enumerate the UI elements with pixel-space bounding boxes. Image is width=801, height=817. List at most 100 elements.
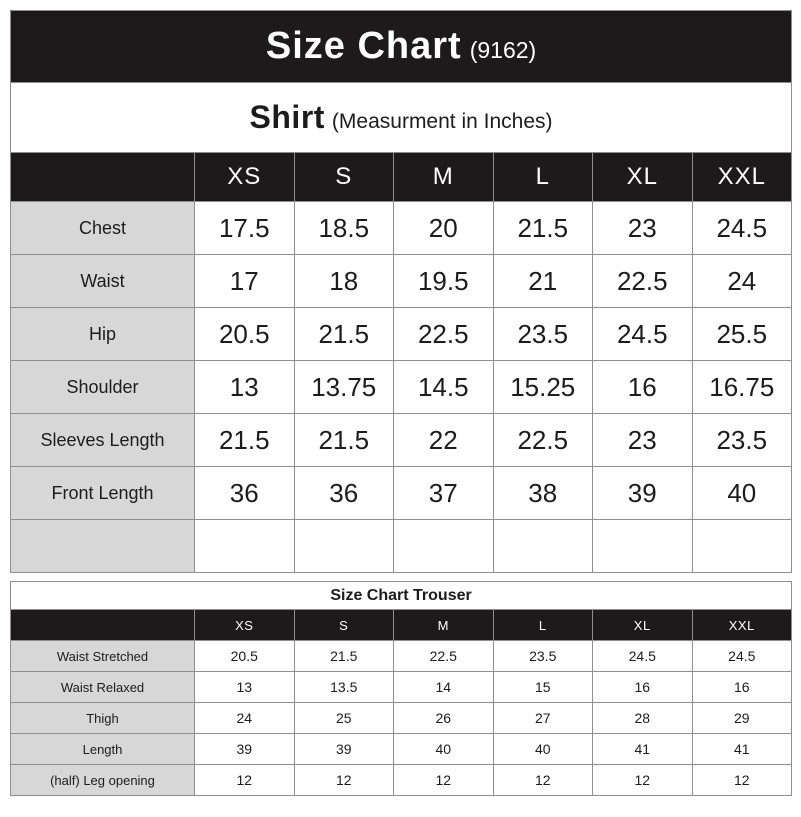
measurement-value: 12 — [293, 764, 394, 796]
main-title-band: Size Chart (9162) — [9, 10, 793, 83]
measurement-value: 13.5 — [293, 671, 394, 703]
measurement-value: 17 — [194, 254, 295, 308]
measurement-value: 23.5 — [691, 413, 793, 467]
row-label: Waist — [10, 254, 195, 308]
measurement-value: 24.5 — [691, 640, 793, 672]
measurement-value: 24 — [194, 702, 295, 734]
measurement-value: 22 — [393, 413, 494, 467]
row-label: (half) Leg opening — [10, 764, 195, 796]
measurement-value: 21.5 — [293, 640, 394, 672]
table-row: Front Length 36 36 37 38 39 40 — [10, 466, 793, 520]
measurement-value: 24.5 — [592, 307, 693, 361]
measurement-value: 27 — [492, 702, 593, 734]
measurement-value: 40 — [492, 733, 593, 765]
measurement-value: 20 — [393, 201, 494, 255]
measurement-value: 16 — [592, 360, 693, 414]
trouser-title-row: Size Chart Trouser — [9, 581, 793, 610]
measurement-value: 21.5 — [293, 307, 394, 361]
shirt-size-header-row: XS S M L XL XXL — [10, 152, 793, 202]
measurement-value — [293, 519, 394, 573]
measurement-value: 15 — [492, 671, 593, 703]
measurement-value: 23.5 — [492, 640, 593, 672]
measurement-value: 40 — [393, 733, 494, 765]
size-column-header: M — [393, 609, 494, 641]
measurement-value: 24 — [691, 254, 793, 308]
row-label: Hip — [10, 307, 195, 361]
measurement-value: 24.5 — [592, 640, 693, 672]
measurement-value: 15.25 — [492, 360, 593, 414]
measurement-value: 12 — [492, 764, 593, 796]
size-column-header: XS — [194, 609, 295, 641]
corner-cell — [10, 152, 195, 202]
measurement-value: 20.5 — [194, 307, 295, 361]
measurement-value — [393, 519, 494, 573]
size-column-header: L — [492, 152, 593, 202]
measurement-value: 41 — [691, 733, 793, 765]
measurement-value: 22.5 — [393, 640, 494, 672]
row-label: Sleeves Length — [10, 413, 195, 467]
measurement-value: 23 — [592, 201, 693, 255]
page-title: Size Chart — [265, 25, 462, 67]
row-label: Length — [10, 733, 195, 765]
table-row: Waist Relaxed 13 13.5 14 15 16 16 — [10, 671, 793, 703]
measurement-value: 17.5 — [194, 201, 295, 255]
trouser-size-table: Size Chart Trouser XS S M L XL XXL Waist Stre… — [9, 581, 793, 796]
size-column-header: L — [492, 609, 593, 641]
table-row: Hip 20.5 21.5 22.5 23.5 24.5 25.5 — [10, 307, 793, 361]
measurement-value: 12 — [393, 764, 494, 796]
measurement-value — [194, 519, 295, 573]
style-code: (9162) — [469, 37, 537, 63]
measurement-value: 38 — [492, 466, 593, 520]
size-column-header: XL — [592, 152, 693, 202]
measurement-value: 18 — [293, 254, 394, 308]
size-column-header: S — [293, 609, 394, 641]
shirt-measurement-note: (Measurment in Inches) — [331, 110, 553, 133]
table-row: Waist 17 18 19.5 21 22.5 24 — [10, 254, 793, 308]
size-column-header: XXL — [691, 152, 793, 202]
measurement-value: 12 — [592, 764, 693, 796]
measurement-value: 21.5 — [194, 413, 295, 467]
measurement-value — [492, 519, 593, 573]
trouser-section-title: Size Chart Trouser — [330, 586, 472, 604]
measurement-value — [691, 519, 793, 573]
size-column-header: S — [293, 152, 394, 202]
measurement-value: 36 — [194, 466, 295, 520]
table-row: Thigh 24 25 26 27 28 29 — [10, 702, 793, 734]
measurement-value: 39 — [592, 466, 693, 520]
row-label: Shoulder — [10, 360, 195, 414]
measurement-value: 13 — [194, 671, 295, 703]
table-row: Length 39 39 40 40 41 41 — [10, 733, 793, 765]
measurement-value: 26 — [393, 702, 494, 734]
size-column-header: M — [393, 152, 494, 202]
measurement-value: 28 — [592, 702, 693, 734]
shirt-title-band: Shirt (Measurment in Inches) — [9, 82, 793, 153]
measurement-value: 21.5 — [293, 413, 394, 467]
table-row: Chest 17.5 18.5 20 21.5 23 24.5 — [10, 201, 793, 255]
measurement-value: 13.75 — [293, 360, 394, 414]
measurement-value: 25.5 — [691, 307, 793, 361]
measurement-value: 23 — [592, 413, 693, 467]
table-row: Sleeves Length 21.5 21.5 22 22.5 23 23.5 — [10, 413, 793, 467]
row-label: Waist Stretched — [10, 640, 195, 672]
shirt-subtitle-row: Shirt (Measurment in Inches) — [9, 82, 793, 153]
shirt-size-table: Size Chart (9162) Shirt (Measurment in Inc… — [9, 10, 793, 573]
trouser-table-body: Waist Stretched 20.5 21.5 22.5 23.5 24.5 24.5 W… — [10, 640, 793, 796]
measurement-value: 12 — [194, 764, 295, 796]
row-label: Front Length — [10, 466, 195, 520]
trouser-size-header-row: XS S M L XL XXL — [10, 609, 793, 641]
table-row: Waist Stretched 20.5 21.5 22.5 23.5 24.5 24.5 — [10, 640, 793, 672]
measurement-value: 23.5 — [492, 307, 593, 361]
measurement-value: 21 — [492, 254, 593, 308]
measurement-value: 19.5 — [393, 254, 494, 308]
table-row: (half) Leg opening 12 12 12 12 12 12 — [10, 764, 793, 796]
measurement-value: 29 — [691, 702, 793, 734]
table-row — [10, 519, 793, 573]
measurement-value: 36 — [293, 466, 394, 520]
size-column-header: XXL — [691, 609, 793, 641]
row-label — [10, 519, 195, 573]
measurement-value: 18.5 — [293, 201, 394, 255]
measurement-value: 22.5 — [492, 413, 593, 467]
measurement-value: 14 — [393, 671, 494, 703]
measurement-value: 25 — [293, 702, 394, 734]
